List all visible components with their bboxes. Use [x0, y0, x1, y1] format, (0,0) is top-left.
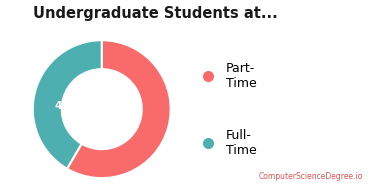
Text: 41.: 41.	[54, 101, 73, 111]
Wedge shape	[33, 40, 102, 169]
Wedge shape	[67, 40, 171, 178]
Text: ComputerScienceDegree.io: ComputerScienceDegree.io	[258, 172, 363, 181]
Text: Undergraduate Students at...: Undergraduate Students at...	[33, 6, 278, 21]
Text: .6%: .6%	[106, 111, 128, 121]
Legend: Full-
Time: Full- Time	[196, 129, 257, 157]
